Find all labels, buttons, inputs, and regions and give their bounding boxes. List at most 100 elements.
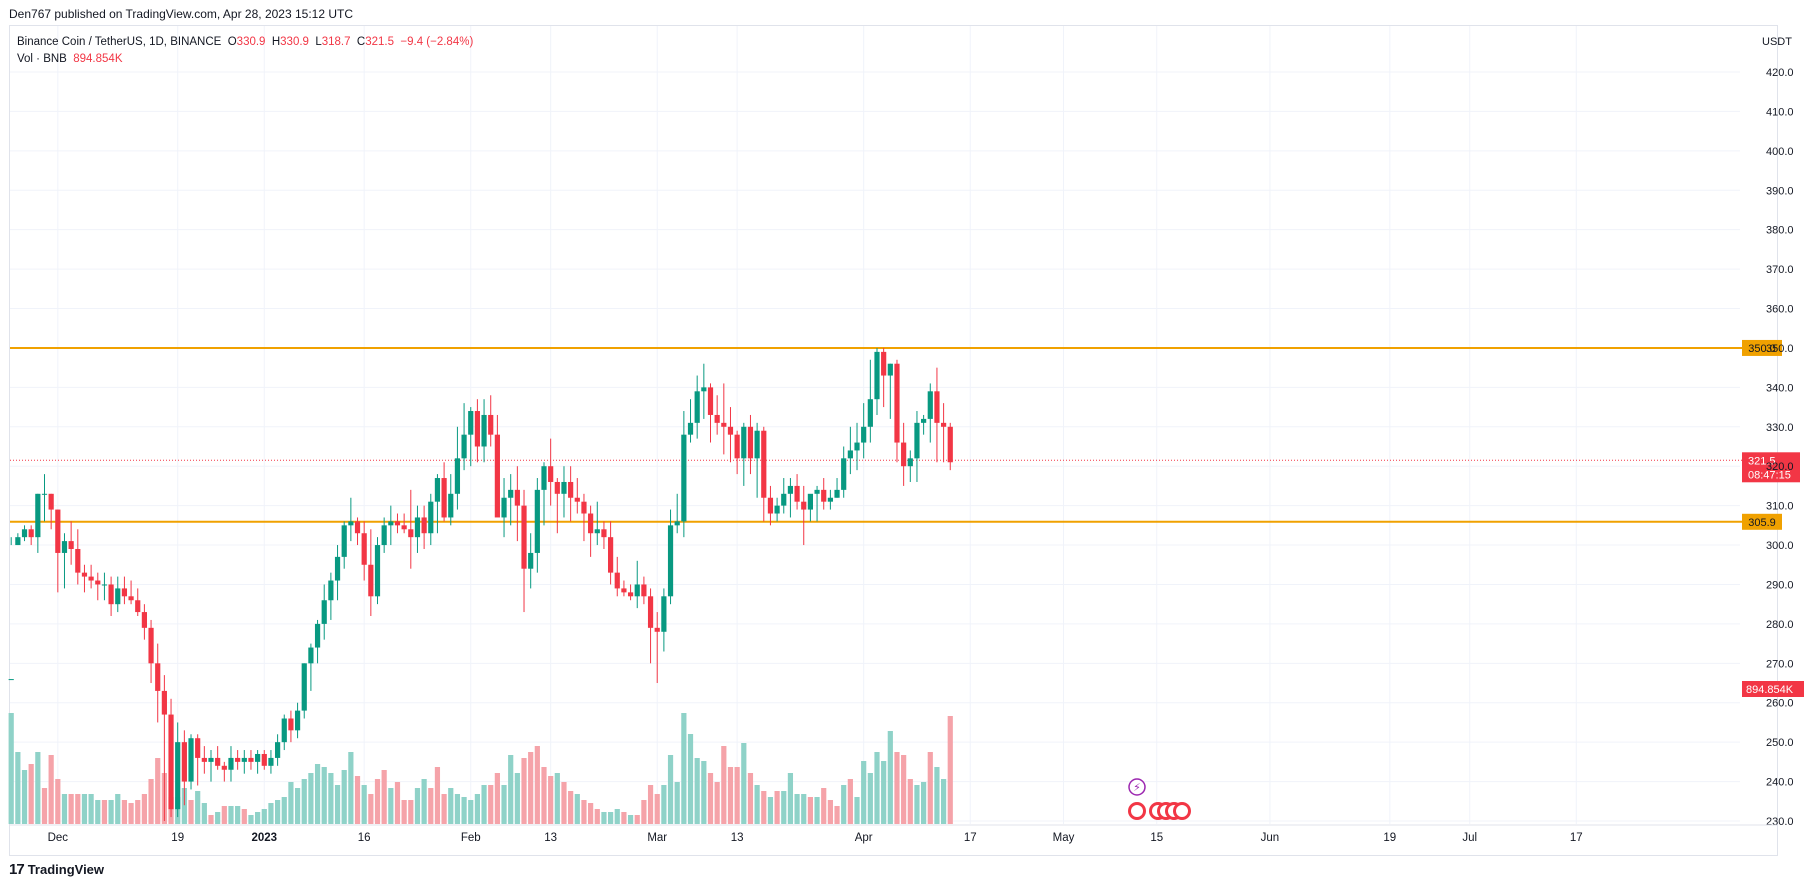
- candle-body[interactable]: [188, 738, 194, 782]
- candle-body[interactable]: [381, 525, 387, 546]
- candle-body[interactable]: [248, 757, 254, 762]
- candle-body[interactable]: [61, 541, 68, 553]
- candle-body[interactable]: [561, 481, 567, 494]
- candle-body[interactable]: [314, 623, 321, 648]
- candle-body[interactable]: [261, 753, 267, 766]
- candle-body[interactable]: [601, 529, 607, 538]
- candle-body[interactable]: [448, 493, 454, 518]
- candle-body[interactable]: [614, 572, 620, 589]
- candle-body[interactable]: [654, 627, 660, 632]
- candle-body[interactable]: [75, 548, 81, 573]
- candle-body[interactable]: [941, 422, 947, 427]
- candle-body[interactable]: [501, 497, 507, 518]
- candle-body[interactable]: [727, 426, 734, 435]
- candle-body[interactable]: [268, 757, 274, 766]
- candle-body[interactable]: [528, 552, 534, 569]
- candle-body[interactable]: [874, 351, 880, 400]
- candle-body[interactable]: [641, 584, 647, 597]
- candle-body[interactable]: [28, 529, 34, 538]
- candle-body[interactable]: [947, 426, 953, 463]
- candle-body[interactable]: [101, 584, 108, 586]
- candle-body[interactable]: [821, 489, 827, 502]
- candle-body[interactable]: [175, 742, 181, 810]
- candle-body[interactable]: [208, 757, 214, 762]
- candle-body[interactable]: [68, 541, 74, 549]
- candle-body[interactable]: [927, 391, 933, 419]
- candle-body[interactable]: [814, 489, 820, 494]
- candle-body[interactable]: [334, 556, 341, 581]
- candle-body[interactable]: [401, 525, 407, 530]
- candle-body[interactable]: [434, 478, 441, 502]
- candle-body[interactable]: [48, 493, 54, 510]
- candle-body[interactable]: [521, 505, 527, 569]
- candle-body[interactable]: [414, 517, 421, 538]
- candle-body[interactable]: [854, 442, 860, 451]
- candle-body[interactable]: [634, 584, 640, 597]
- candle-body[interactable]: [721, 422, 727, 427]
- candle-body[interactable]: [354, 521, 361, 534]
- legend-symbol[interactable]: Binance Coin / TetherUS, 1D, BINANCE: [17, 36, 222, 48]
- candle-body[interactable]: [421, 517, 427, 534]
- legend-volume-label[interactable]: Vol · BNB: [17, 53, 67, 65]
- candle-body[interactable]: [461, 434, 467, 459]
- candle-body[interactable]: [195, 738, 201, 758]
- candle-body[interactable]: [441, 478, 447, 518]
- candle-body[interactable]: [155, 663, 161, 691]
- candle-body[interactable]: [894, 363, 900, 443]
- candle-body[interactable]: [621, 588, 627, 593]
- candle-body[interactable]: [794, 485, 800, 502]
- candle-body[interactable]: [394, 521, 401, 526]
- candle-body[interactable]: [494, 434, 500, 518]
- candle-body[interactable]: [767, 497, 774, 514]
- candle-body[interactable]: [388, 521, 394, 526]
- candle-body[interactable]: [454, 458, 461, 494]
- candle-body[interactable]: [867, 399, 873, 427]
- candle-body[interactable]: [694, 391, 700, 423]
- candle-body[interactable]: [148, 627, 154, 664]
- candle-body[interactable]: [235, 757, 241, 762]
- candle-body[interactable]: [574, 497, 580, 502]
- candle-body[interactable]: [21, 529, 28, 538]
- candle-body[interactable]: [8, 679, 14, 681]
- candle-body[interactable]: [741, 426, 747, 459]
- candle-body[interactable]: [361, 533, 367, 565]
- candle-body[interactable]: [201, 757, 207, 762]
- candle-body[interactable]: [921, 418, 927, 423]
- candle-body[interactable]: [554, 481, 560, 494]
- candle-body[interactable]: [661, 596, 667, 632]
- candle-body[interactable]: [81, 572, 88, 577]
- candle-body[interactable]: [568, 481, 574, 498]
- candle-body[interactable]: [934, 391, 940, 423]
- candle-body[interactable]: [914, 422, 920, 459]
- candle-body[interactable]: [181, 742, 187, 782]
- candle-body[interactable]: [787, 485, 794, 494]
- candle-body[interactable]: [807, 493, 813, 510]
- candle-body[interactable]: [228, 757, 234, 770]
- candle-body[interactable]: [168, 714, 174, 810]
- candle-body[interactable]: [774, 505, 780, 514]
- candle-body[interactable]: [681, 434, 687, 522]
- candle-body[interactable]: [241, 757, 247, 762]
- candle-body[interactable]: [827, 497, 833, 502]
- candle-body[interactable]: [255, 753, 261, 762]
- candle-body[interactable]: [861, 426, 867, 443]
- candle-body[interactable]: [707, 387, 714, 415]
- candle-body[interactable]: [581, 501, 587, 514]
- candle-body[interactable]: [341, 525, 347, 557]
- candle-body[interactable]: [488, 414, 494, 435]
- candle-body[interactable]: [374, 545, 381, 597]
- candle-body[interactable]: [221, 765, 227, 770]
- candle-body[interactable]: [734, 434, 740, 459]
- candle-body[interactable]: [687, 422, 694, 435]
- candle-body[interactable]: [608, 537, 614, 573]
- candle-body[interactable]: [115, 588, 121, 605]
- candle-body[interactable]: [714, 414, 720, 423]
- candle-body[interactable]: [514, 489, 520, 506]
- candle-body[interactable]: [408, 529, 414, 538]
- candle-body[interactable]: [548, 466, 554, 482]
- lightning-icon[interactable]: [1128, 778, 1146, 796]
- candle-body[interactable]: [288, 718, 294, 731]
- footer-brand[interactable]: 17 TradingView: [9, 861, 104, 878]
- candle-body[interactable]: [55, 509, 61, 553]
